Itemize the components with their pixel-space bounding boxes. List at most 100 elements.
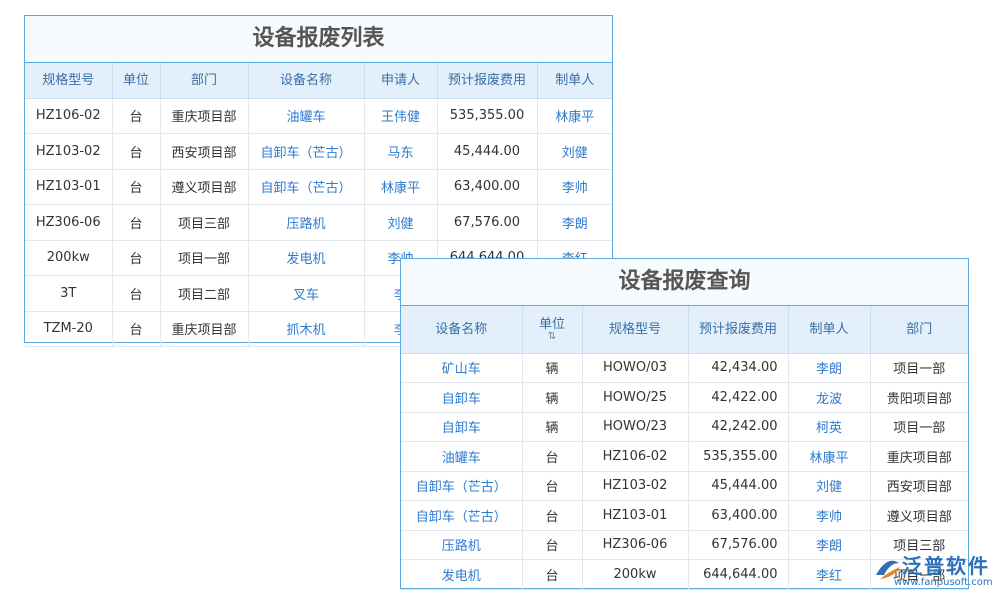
table-cell: 45,444.00 xyxy=(687,470,789,501)
table-row: 油罐车台 HZ106-02 535,355.00 林康平 重庆项目部 xyxy=(401,441,968,472)
table-cell: 63,400.00 xyxy=(687,500,789,531)
table-cell[interactable]: 李朗 xyxy=(536,204,612,241)
column-header: 部门 xyxy=(869,306,968,354)
table-cell[interactable]: 叉车 xyxy=(247,275,365,312)
table-cell[interactable]: 刘健 xyxy=(363,204,438,241)
table-cell: 项目一部 xyxy=(159,239,249,276)
table-cell[interactable]: 李帅 xyxy=(787,500,871,531)
table-cell: 台 xyxy=(521,470,583,501)
table-cell: 200kw xyxy=(581,559,689,590)
table-cell: 西安项目部 xyxy=(159,133,249,170)
logo-name: 泛普软件 xyxy=(902,554,990,578)
table-cell: 535,355.00 xyxy=(687,441,789,472)
table-cell: 63,400.00 xyxy=(436,168,538,205)
table-cell: 台 xyxy=(521,500,583,531)
table-cell[interactable]: 刘健 xyxy=(536,133,612,170)
table-cell: 台 xyxy=(111,97,161,134)
table-cell: 重庆项目部 xyxy=(869,441,968,472)
table-cell: 贵阳项目部 xyxy=(869,382,968,413)
table-cell: HZ103-02 xyxy=(25,133,113,170)
table-cell: 台 xyxy=(521,559,583,590)
table-cell[interactable]: 自卸车（芒古） xyxy=(401,470,523,501)
column-header: 预计报废费用 xyxy=(436,63,538,99)
table-cell[interactable]: 自卸车 xyxy=(401,382,523,413)
table-cell: 遵义项目部 xyxy=(159,168,249,205)
table-row: HZ103-02 台西安项目部 自卸车（芒古） 马东 45,444.00 刘健 xyxy=(25,133,612,170)
table-cell: 台 xyxy=(111,239,161,276)
column-header: 制单人 xyxy=(787,306,871,354)
header-row: 规格型号 单位 部门 设备名称 申请人 预计报废费用 制单人 xyxy=(25,63,612,99)
table-cell: 辆 xyxy=(521,382,583,413)
table-cell: HOWO/23 xyxy=(581,411,689,442)
table-cell: 67,576.00 xyxy=(687,529,789,560)
table-cell[interactable]: 李红 xyxy=(787,559,871,590)
table-cell[interactable]: 油罐车 xyxy=(247,97,365,134)
column-header: 部门 xyxy=(159,63,249,99)
table-cell[interactable]: 龙波 xyxy=(787,382,871,413)
sort-icon[interactable]: ⇅ xyxy=(547,330,557,342)
table-cell[interactable]: 林康平 xyxy=(787,441,871,472)
table-row: 发电机台 200kw 644,644.00 李红 项目一部 xyxy=(401,559,968,590)
table-cell[interactable]: 王伟健 xyxy=(363,97,438,134)
column-header: 设备名称 xyxy=(247,63,365,99)
table-cell: HZ103-01 xyxy=(581,500,689,531)
table-cell: 项目三部 xyxy=(159,204,249,241)
panel-title: 设备报废查询 xyxy=(401,259,968,306)
table-cell: 台 xyxy=(111,168,161,205)
table-cell: 辆 xyxy=(521,411,583,442)
table-cell: 台 xyxy=(111,310,161,347)
table-cell[interactable]: 李朗 xyxy=(787,352,871,383)
table-row: 自卸车（芒古）台 HZ103-01 63,400.00 李帅 遵义项目部 xyxy=(401,500,968,531)
table-cell[interactable]: 刘健 xyxy=(787,470,871,501)
table-cell[interactable]: 自卸车（芒古） xyxy=(401,500,523,531)
table-cell[interactable]: 林康平 xyxy=(363,168,438,205)
table-cell: 535,355.00 xyxy=(436,97,538,134)
table-cell: HOWO/25 xyxy=(581,382,689,413)
table-cell[interactable]: 油罐车 xyxy=(401,441,523,472)
table-row: HZ306-06 台项目三部 压路机 刘健 67,576.00 李朗 xyxy=(25,204,612,241)
table-cell[interactable]: 李朗 xyxy=(787,529,871,560)
table-cell: 辆 xyxy=(521,352,583,383)
table-cell: 项目一部 xyxy=(869,559,968,590)
table-row: 矿山车辆 HOWO/03 42,434.00 李朗 项目一部 xyxy=(401,352,968,383)
header-row: 设备名称 单位 ⇅ 规格型号 预计报废费用 制单人 部门 xyxy=(401,306,968,354)
table-cell: 项目一部 xyxy=(869,411,968,442)
column-header: 设备名称 xyxy=(401,306,523,354)
table-cell: 台 xyxy=(521,441,583,472)
table-cell[interactable]: 自卸车（芒古） xyxy=(247,168,365,205)
table-cell: 台 xyxy=(111,133,161,170)
table-cell: 42,422.00 xyxy=(687,382,789,413)
column-header: 预计报废费用 xyxy=(687,306,789,354)
table-cell[interactable]: 矿山车 xyxy=(401,352,523,383)
table-cell: HZ306-06 xyxy=(25,204,113,241)
table-row: 自卸车（芒古）台 HZ103-02 45,444.00 刘健 西安项目部 xyxy=(401,470,968,501)
table-cell: HOWO/03 xyxy=(581,352,689,383)
table-cell: 45,444.00 xyxy=(436,133,538,170)
table-cell[interactable]: 压路机 xyxy=(401,529,523,560)
table-cell[interactable]: 李帅 xyxy=(536,168,612,205)
table-row: HZ106-02 台重庆项目部 油罐车 王伟健 535,355.00 林康平 xyxy=(25,97,612,134)
table-cell[interactable]: 自卸车 xyxy=(401,411,523,442)
table-cell[interactable]: 马东 xyxy=(363,133,438,170)
table-cell[interactable]: 抓木机 xyxy=(247,310,365,347)
column-header: 单位 ⇅ xyxy=(521,306,583,354)
table-row: 自卸车辆 HOWO/23 42,242.00 柯英 项目一部 xyxy=(401,411,968,442)
table-cell[interactable]: 柯英 xyxy=(787,411,871,442)
table-cell: 3T xyxy=(25,275,113,312)
table-cell[interactable]: 压路机 xyxy=(247,204,365,241)
table-cell: 重庆项目部 xyxy=(159,310,249,347)
table-cell[interactable]: 发电机 xyxy=(247,239,365,276)
table-cell: HZ103-02 xyxy=(581,470,689,501)
table-cell[interactable]: 发电机 xyxy=(401,559,523,590)
table-row: 自卸车辆 HOWO/25 42,422.00 龙波 贵阳项目部 xyxy=(401,382,968,413)
table-cell: 67,576.00 xyxy=(436,204,538,241)
column-header: 规格型号 xyxy=(25,63,113,99)
table-cell: 项目一部 xyxy=(869,352,968,383)
table-cell[interactable]: 自卸车（芒古） xyxy=(247,133,365,170)
column-header: 单位 xyxy=(111,63,161,99)
table-cell[interactable]: 林康平 xyxy=(536,97,612,134)
logo: 泛普软件 www.fanpusoft.com xyxy=(872,550,997,595)
table-cell: 200kw xyxy=(25,239,113,276)
logo-url: www.fanpusoft.com xyxy=(894,577,993,588)
